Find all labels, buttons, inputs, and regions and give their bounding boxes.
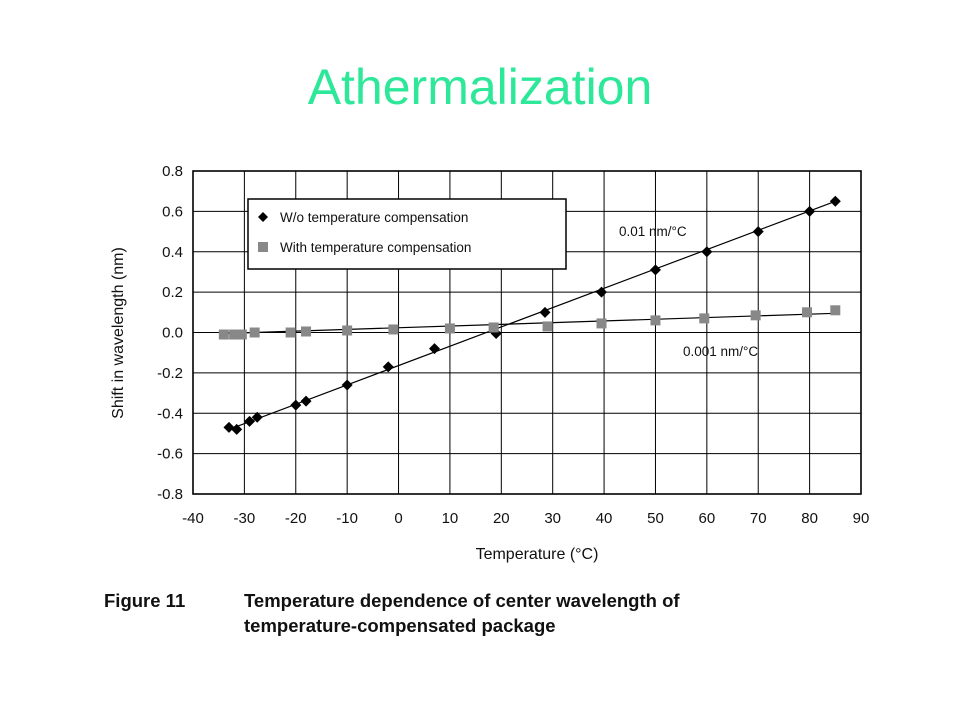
figure-caption: Figure 11 Temperature dependence of cente… [104,588,904,638]
slide-title: Athermalization [307,59,653,115]
y-tick-label: -0.4 [157,405,183,422]
data-point-without-compensation [829,195,841,207]
caption-line-1: Temperature dependence of center wavelen… [244,590,680,611]
legend-label-without: W/o temperature compensation [280,210,468,225]
y-axis-title: Shift in wavelength (nm) [110,247,127,419]
x-tick-label: 30 [544,510,561,527]
data-point-without-compensation [290,399,302,411]
x-tick-label: 80 [801,510,818,527]
data-point-without-compensation [251,411,263,423]
annotation-slope-without: 0.01 nm/°C [619,224,687,239]
y-tick-label: -0.6 [157,446,183,463]
y-tick-label: -0.8 [157,486,183,503]
fit-lines [223,200,836,430]
data-point-with-compensation [285,327,296,338]
data-point-with-compensation [388,324,399,335]
data-point-without-compensation [804,205,816,217]
data-point-without-compensation [231,423,243,435]
fit-line-without-compensation [228,200,836,430]
y-tick-label: 0.2 [162,284,183,301]
data-point-without-compensation [701,246,713,258]
data-point-with-compensation [249,327,260,338]
x-tick-label: 50 [647,510,664,527]
y-tick-label: 0.4 [162,244,183,261]
legend-box [247,198,567,270]
legend-marker-square [258,242,268,252]
data-point-without-compensation [649,264,661,276]
x-tick-label: -20 [285,510,307,527]
y-tick-label: 0.6 [162,203,183,220]
data-point-with-compensation [596,318,607,329]
x-tick-labels: -40 -30 -20 -10 0 10 20 30 40 50 60 70 80 90 [182,510,869,527]
x-axis-title: Temperature (°C) [476,546,599,563]
data-point-without-compensation [223,421,235,433]
data-point-with-compensation [699,313,710,324]
data-point-with-compensation [750,310,761,321]
x-tick-label: 90 [853,510,870,527]
data-point-without-compensation [596,286,608,298]
data-point-without-compensation [752,226,764,238]
figure-label: Figure 11 [104,590,186,611]
legend: W/o temperature compensation With temper… [247,198,567,270]
x-tick-label: 0 [394,510,402,527]
x-tick-label: -40 [182,510,204,527]
y-tick-label: 0.0 [162,325,183,342]
x-tick-label: 40 [596,510,613,527]
annotation-slope-with: 0.001 nm/°C [683,344,758,359]
data-point-with-compensation [301,326,312,337]
x-tick-label: 10 [442,510,459,527]
data-point-with-compensation [444,323,455,334]
data-point-with-compensation [342,325,353,336]
x-tick-label: 60 [699,510,716,527]
fit-line-with-compensation [223,312,836,335]
legend-marker-diamond [258,212,268,222]
data-point-without-compensation [244,415,256,427]
x-tick-label: -30 [234,510,256,527]
y-tick-label: -0.2 [157,365,183,382]
y-tick-label: 0.8 [162,163,183,180]
data-point-without-compensation [539,306,551,318]
x-tick-label: 20 [493,510,510,527]
data-point-with-compensation [218,329,229,340]
data-points [218,195,841,435]
data-point-with-compensation [488,322,499,333]
data-point-with-compensation [236,329,247,340]
x-tick-label: 70 [750,510,767,527]
plot-frame [192,170,862,495]
data-point-with-compensation [802,307,813,318]
data-point-without-compensation [341,379,353,391]
caption-line-2: temperature-compensated package [244,615,556,636]
data-point-with-compensation [542,321,553,332]
data-point-without-compensation [429,343,441,355]
data-point-without-compensation [300,395,312,407]
data-point-with-compensation [650,315,661,326]
data-point-with-compensation [229,329,240,340]
x-tick-label: -10 [336,510,358,527]
data-point-with-compensation [830,305,841,316]
data-point-without-compensation [382,361,394,373]
y-tick-labels: 0.8 0.6 0.4 0.2 0.0 -0.2 -0.4 -0.6 -0.8 [157,163,183,503]
legend-label-with: With temperature compensation [280,240,471,255]
